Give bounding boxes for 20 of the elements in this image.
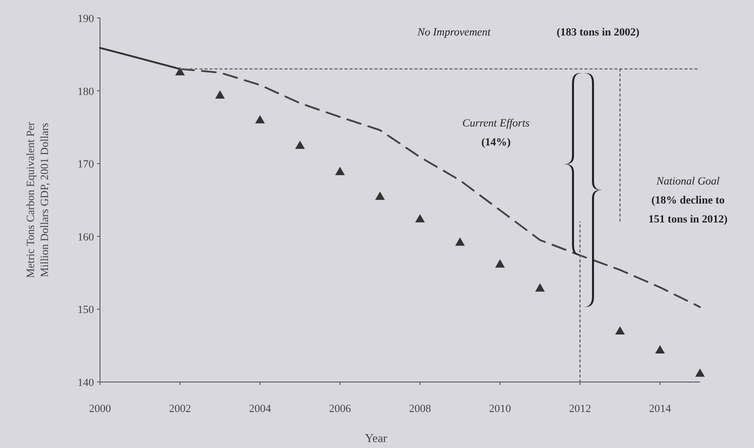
annotation: No Improvement [416,26,492,38]
x-tick-label: 2012 [569,403,591,415]
annotation: (183 tons in 2002) [556,26,640,38]
x-tick-label: 2008 [409,403,432,415]
y-axis-title: Metric Tons Carbon Equivalent Per Million Dollars GDP, 2001 Dollars [25,122,51,278]
x-tick-label: 2010 [489,403,512,415]
x-tick-label: 2006 [329,403,352,415]
x-tick-label: 2000 [89,403,112,415]
y-tick-label: 170 [78,158,94,171]
annotation: National Goal (18% decline to 151 tons in 2012) [648,176,728,226]
y-tick-label: 140 [78,377,94,389]
y-tick-label: 190 [78,13,94,25]
x-tick-label: 2002 [169,403,191,415]
x-axis-title: Year [364,431,388,445]
y-tick-label: 150 [78,304,94,316]
x-tick-label: 2014 [649,403,672,415]
annotation: Current Efforts (14%) [462,117,530,148]
y-tick-label: 160 [78,231,94,244]
x-tick-label: 2004 [249,403,272,415]
y-tick-label: 180 [78,86,94,98]
